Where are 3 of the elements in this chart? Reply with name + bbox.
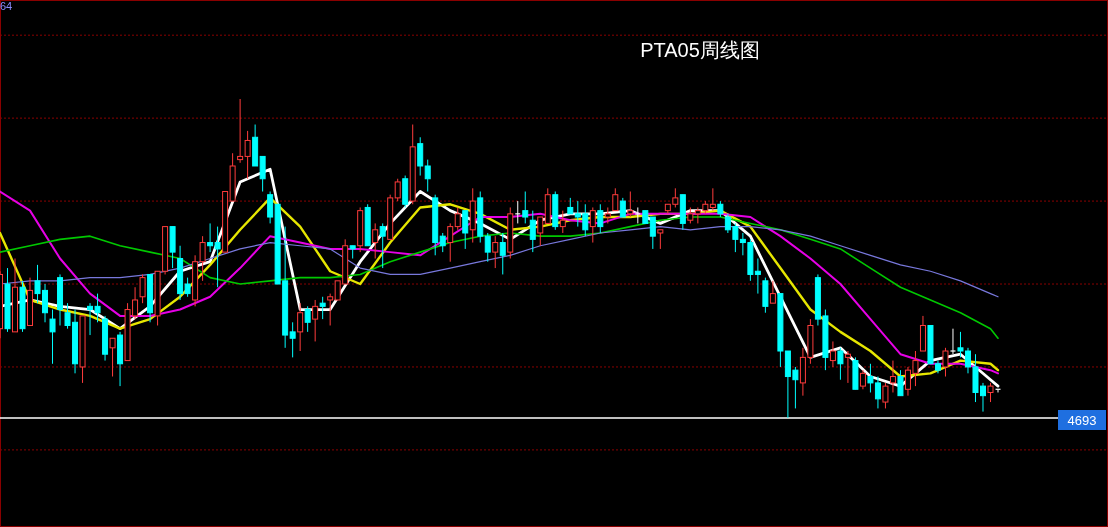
text: 64 bbox=[0, 0, 13, 12]
text: 4693 bbox=[1067, 413, 1097, 428]
chart-title: PTA05周线图 bbox=[640, 39, 760, 61]
